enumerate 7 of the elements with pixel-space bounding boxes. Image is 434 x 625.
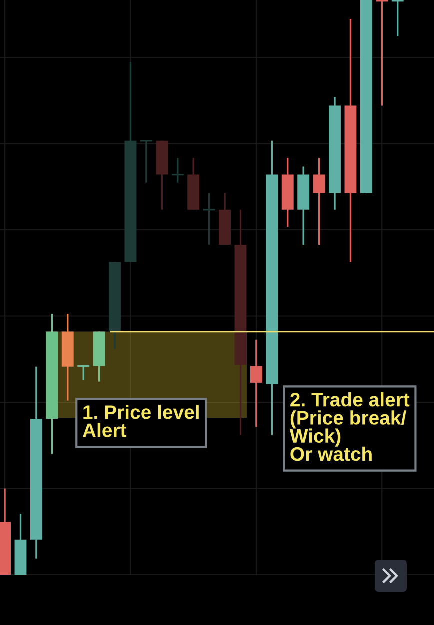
annotation: 2. Trade alert (Price break/ Wick) Or watch [290,392,410,462]
candlestick [313,157,326,246]
candlestick [140,140,154,184]
candlestick [171,157,185,184]
candlestick [250,338,262,428]
annotation: 1. Price level Alert [82,405,199,438]
candlestick [76,365,90,381]
